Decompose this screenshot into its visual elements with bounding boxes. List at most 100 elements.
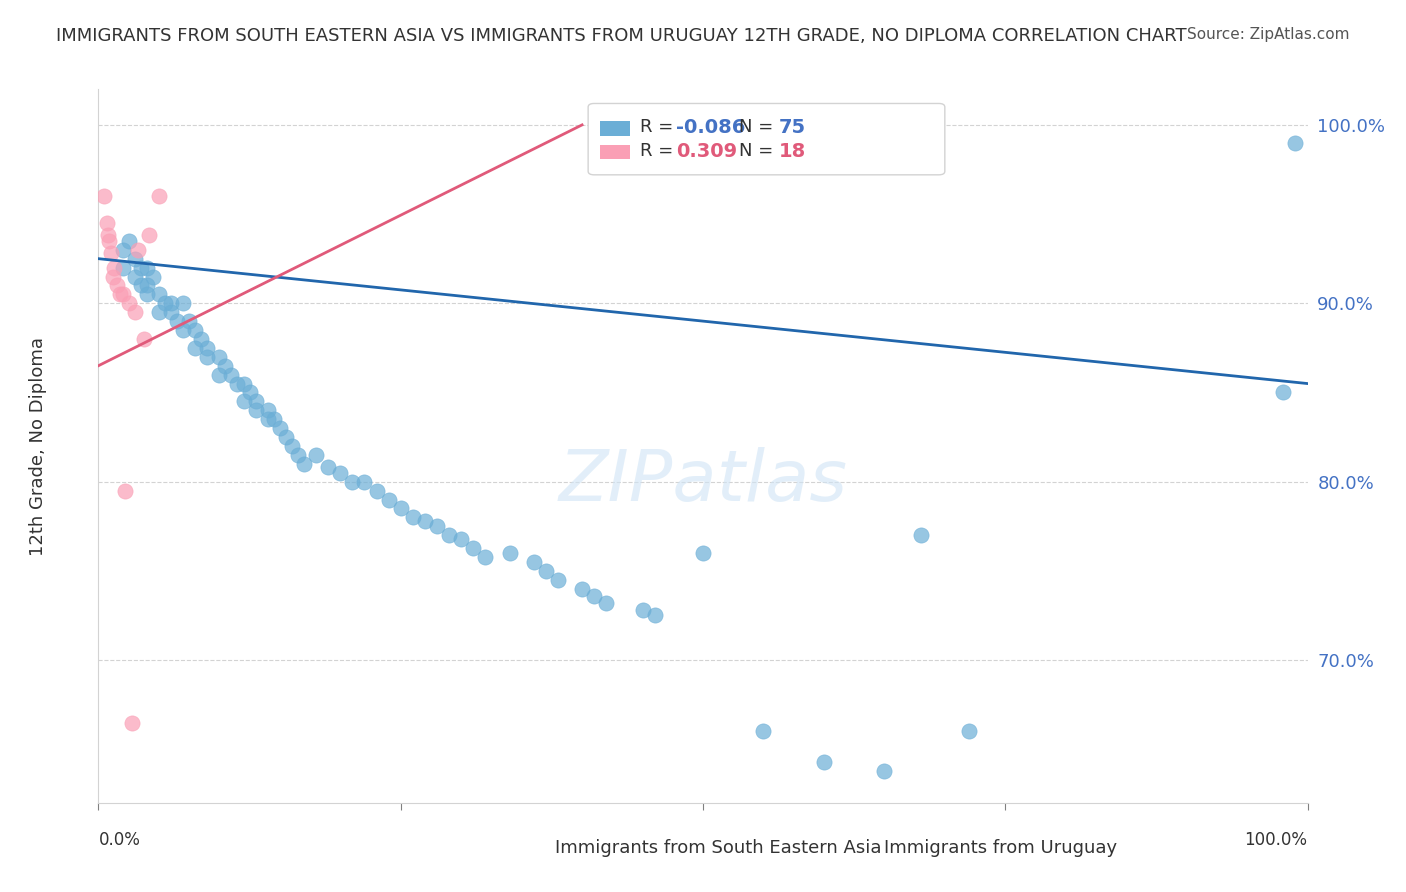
Text: Immigrants from South Eastern Asia: Immigrants from South Eastern Asia (555, 839, 882, 857)
Point (135, 287, 157, 301)
Point (571, 582, 593, 596)
Point (292, 457, 315, 471)
Point (98, 234, 121, 248)
Point (208, 350, 231, 364)
Point (172, 296, 194, 310)
Point (256, 403, 278, 417)
Point (111, 243, 134, 257)
Text: Source: ZipAtlas.com: Source: ZipAtlas.com (1187, 27, 1350, 42)
Point (124, 269, 146, 284)
Point (118, 234, 141, 248)
Point (103, 260, 125, 275)
Point (221, 368, 243, 382)
Point (910, 528, 932, 542)
Point (124, 252, 146, 266)
Point (595, 596, 617, 610)
Point (118, 296, 141, 310)
Point (813, 755, 835, 769)
Point (190, 332, 212, 346)
Point (437, 528, 460, 542)
Point (274, 430, 297, 444)
Point (101, 269, 124, 284)
Point (873, 764, 896, 778)
Point (631, 603, 654, 617)
FancyBboxPatch shape (516, 840, 546, 856)
Point (111, 287, 134, 301)
Point (752, 724, 775, 739)
Point (1284, 136, 1306, 150)
Point (426, 519, 449, 533)
Text: 75: 75 (779, 118, 806, 136)
Text: R =: R = (640, 118, 679, 136)
Point (96, 216, 118, 230)
Point (160, 296, 183, 310)
Point (366, 483, 388, 498)
Point (245, 394, 267, 409)
Point (305, 448, 328, 462)
Text: 18: 18 (779, 142, 807, 161)
Point (214, 359, 236, 373)
Point (138, 228, 160, 243)
Point (129, 278, 152, 293)
Point (166, 314, 188, 328)
Point (377, 492, 399, 507)
FancyBboxPatch shape (588, 103, 945, 175)
Point (153, 296, 176, 310)
Point (389, 501, 412, 516)
Point (316, 460, 339, 475)
Point (105, 278, 128, 293)
Point (498, 546, 520, 560)
Text: IMMIGRANTS FROM SOUTH EASTERN ASIA VS IMMIGRANTS FROM URUGUAY 12TH GRADE, NO DIP: IMMIGRANTS FROM SOUTH EASTERN ASIA VS IM… (56, 27, 1187, 45)
Point (583, 589, 606, 603)
Point (644, 608, 666, 623)
Point (256, 412, 278, 426)
Point (269, 421, 291, 435)
Point (450, 532, 472, 546)
Point (957, 724, 980, 739)
Point (281, 439, 304, 453)
Point (184, 323, 207, 337)
Point (111, 260, 134, 275)
Point (342, 475, 364, 489)
FancyBboxPatch shape (845, 840, 876, 856)
Point (474, 549, 496, 564)
Point (463, 541, 485, 555)
Point (134, 332, 156, 346)
Text: N =: N = (740, 143, 779, 161)
Point (239, 385, 262, 400)
Point (179, 314, 201, 328)
Point (148, 305, 170, 319)
Text: 12th Grade, No Diploma: 12th Grade, No Diploma (30, 336, 46, 556)
Point (142, 269, 165, 284)
Point (114, 483, 136, 498)
Point (108, 287, 131, 301)
Point (329, 466, 352, 480)
Point (232, 394, 254, 409)
Point (124, 305, 146, 319)
Point (245, 403, 267, 417)
FancyBboxPatch shape (600, 145, 630, 159)
Point (195, 350, 218, 364)
Point (287, 448, 309, 462)
Point (121, 715, 143, 730)
Point (127, 243, 149, 257)
Point (135, 260, 157, 275)
Text: 0.309: 0.309 (676, 142, 738, 161)
Point (402, 510, 425, 524)
FancyBboxPatch shape (600, 121, 630, 136)
Point (184, 341, 207, 355)
Point (160, 305, 183, 319)
Text: 0.0%: 0.0% (98, 831, 141, 849)
Point (100, 246, 122, 260)
Point (692, 546, 714, 560)
Point (195, 341, 218, 355)
Point (129, 260, 152, 275)
Point (135, 278, 157, 293)
Point (534, 564, 557, 578)
Text: N =: N = (740, 118, 779, 136)
Point (226, 376, 249, 391)
Point (148, 287, 170, 301)
Text: -0.086: -0.086 (676, 118, 745, 136)
Point (413, 514, 436, 528)
Point (263, 412, 285, 426)
